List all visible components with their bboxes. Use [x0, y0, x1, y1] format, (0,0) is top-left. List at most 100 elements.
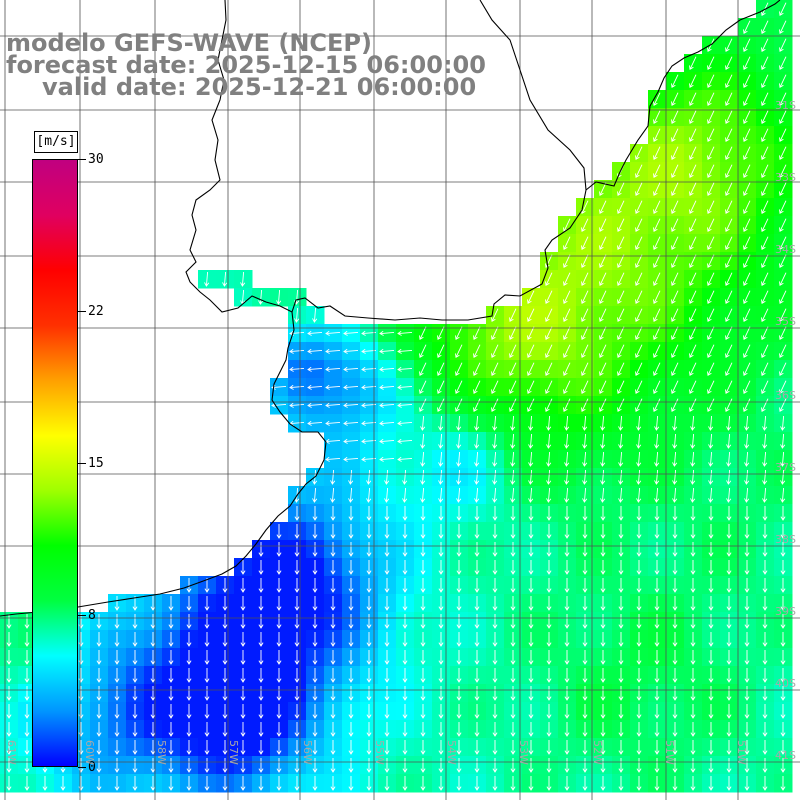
wind-arrow — [545, 362, 553, 377]
wind-arrow — [743, 74, 751, 89]
wind-arrow — [779, 146, 787, 161]
wind-arrow — [294, 776, 300, 791]
latitude-label: 36S — [775, 389, 796, 402]
wind-arrow — [708, 433, 714, 449]
wind-arrow — [150, 596, 156, 611]
wind-arrow — [366, 686, 372, 701]
wind-arrow — [456, 433, 462, 449]
wind-arrow — [635, 146, 643, 161]
wind-arrow — [743, 236, 751, 251]
wind-arrow — [546, 704, 552, 719]
wind-arrow — [528, 433, 534, 449]
wind-arrow — [456, 596, 462, 611]
wind-arrow — [186, 578, 192, 593]
wind-arrow — [528, 596, 534, 611]
wind-arrow — [438, 469, 444, 485]
wind-arrow — [743, 92, 751, 107]
wind-arrow — [780, 524, 786, 539]
wind-arrow — [528, 469, 534, 485]
wind-arrow — [707, 218, 715, 233]
wind-arrow — [762, 415, 768, 431]
wind-arrow — [168, 650, 174, 665]
wind-arrow — [653, 362, 661, 377]
wind-arrow — [617, 236, 625, 251]
wind-arrow — [24, 650, 30, 665]
wind-arrow — [419, 380, 427, 395]
wind-arrow — [456, 776, 462, 791]
wind-arrow — [564, 650, 570, 665]
wind-arrow — [474, 524, 480, 539]
wind-arrow — [150, 776, 156, 791]
wind-arrow — [492, 487, 498, 503]
wind-arrow — [474, 632, 480, 647]
wind-arrow — [654, 542, 660, 557]
wind-arrow — [528, 451, 534, 467]
wind-arrow — [492, 596, 498, 611]
wind-arrow — [581, 344, 589, 359]
wind-arrow — [204, 650, 210, 665]
wind-arrow — [438, 415, 444, 431]
wind-arrow — [636, 632, 642, 647]
wind-arrow — [294, 524, 300, 539]
wind-arrow — [276, 758, 282, 773]
wind-arrow — [708, 632, 714, 647]
wind-arrow — [492, 578, 498, 593]
wind-arrow — [581, 254, 589, 269]
wind-arrow — [473, 344, 481, 359]
wind-arrow — [330, 524, 336, 539]
wind-arrow — [672, 542, 678, 557]
wind-arrow — [132, 722, 138, 737]
wind-arrow — [689, 308, 697, 323]
wind-arrow — [672, 415, 678, 431]
wind-arrow — [617, 218, 625, 233]
wind-arrow — [708, 506, 714, 521]
wind-arrow — [6, 650, 12, 665]
wind-arrow — [312, 542, 318, 557]
wind-arrow — [528, 415, 534, 431]
wind-arrow — [379, 438, 395, 444]
wind-arrow — [636, 524, 642, 539]
wind-arrow — [222, 668, 228, 683]
wind-arrow — [725, 272, 733, 287]
wind-arrow — [689, 110, 697, 125]
wind-arrow — [653, 218, 661, 233]
wind-arrow — [384, 740, 390, 755]
wind-arrow — [618, 632, 624, 647]
wind-arrow — [690, 668, 696, 683]
wind-arrow — [330, 578, 336, 593]
wind-arrow — [366, 740, 372, 755]
wind-arrow — [708, 542, 714, 557]
wind-arrow — [276, 614, 282, 629]
wind-arrow — [330, 704, 336, 719]
wind-arrow — [743, 272, 751, 287]
wind-arrow — [492, 433, 498, 449]
wind-arrow — [258, 632, 264, 647]
wind-arrow — [672, 560, 678, 575]
wind-arrow — [276, 578, 282, 593]
wind-arrow — [545, 326, 553, 341]
wind-arrow — [690, 650, 696, 665]
wind-arrow — [492, 451, 498, 467]
wind-arrow — [330, 650, 336, 665]
wind-arrow — [222, 578, 228, 593]
wind-arrow — [204, 668, 210, 683]
wind-arrow — [474, 668, 480, 683]
wind-arrow — [761, 290, 769, 305]
wind-arrow — [24, 668, 30, 683]
wind-arrow — [258, 578, 264, 593]
wind-arrow — [240, 686, 246, 701]
wind-arrow — [743, 380, 751, 395]
wind-arrow — [725, 236, 733, 251]
wind-arrow — [654, 433, 660, 449]
wind-arrow — [653, 326, 661, 341]
wind-arrow — [420, 632, 426, 647]
wind-arrow — [132, 776, 138, 791]
wind-arrow — [780, 650, 786, 665]
wind-arrow — [761, 164, 769, 179]
wind-arrow — [114, 722, 120, 737]
wind-arrow — [744, 469, 750, 485]
wind-arrow — [689, 182, 697, 197]
wind-arrow — [474, 433, 480, 449]
wind-arrow — [397, 438, 413, 444]
wind-arrow — [671, 398, 679, 413]
